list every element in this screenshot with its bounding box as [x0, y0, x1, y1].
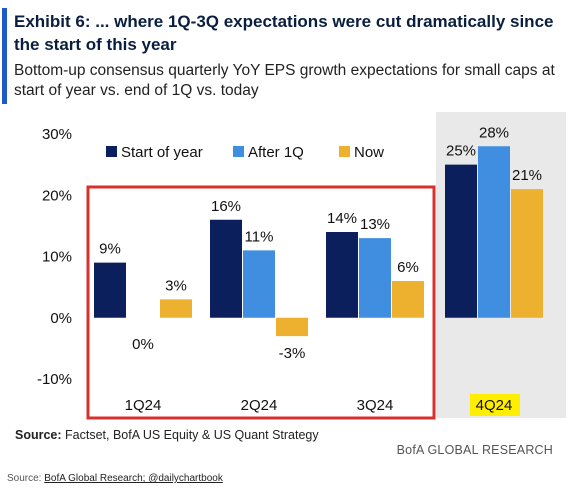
source-text: Factset, BofA US Equity & US Quant Strat…	[65, 428, 319, 442]
bar	[326, 232, 358, 318]
bar	[210, 219, 242, 318]
legend-label: Now	[354, 144, 384, 161]
data-label: 3%	[165, 277, 187, 294]
credit-link[interactable]: BofA Global Research; @dailychartbook	[44, 473, 223, 484]
data-label: 25%	[446, 143, 476, 160]
category-label: 1Q24	[125, 397, 162, 414]
bar	[276, 317, 308, 337]
title-accent-bar	[2, 8, 7, 104]
bar	[359, 238, 391, 318]
exhibit-panel: Exhibit 6: ... where 1Q-3Q expectations …	[2, 8, 566, 457]
source-note: Source: Factset, BofA US Equity & US Qua…	[15, 428, 319, 442]
bar-chart: 30% 20% 10% 0% -10% 9% 16% 14% 25% 0% 11% 13% 28% 3% -…	[37, 112, 566, 420]
y-tick-label: 20%	[42, 187, 72, 204]
data-label: 9%	[99, 241, 121, 258]
image-credit: Source: BofA Global Research; @dailychar…	[7, 473, 223, 484]
category-label: 4Q24	[476, 397, 513, 414]
data-label: 11%	[245, 228, 274, 245]
legend-label: After 1Q	[248, 144, 304, 161]
bar	[243, 250, 275, 318]
legend-swatch	[339, 146, 350, 157]
bar	[392, 281, 424, 318]
y-tick-label: -10%	[37, 371, 72, 388]
data-label: 16%	[211, 198, 241, 215]
y-tick-label: 0%	[50, 310, 72, 327]
brand-label: BofA GLOBAL RESEARCH	[396, 443, 553, 457]
chart-title: Exhibit 6: ... where 1Q-3Q expectations …	[14, 12, 554, 54]
legend-swatch	[106, 146, 117, 157]
credit-prefix: Source:	[7, 473, 45, 484]
category-label: 3Q24	[357, 397, 394, 414]
legend-swatch	[233, 146, 244, 157]
y-tick-label: 30%	[42, 126, 72, 143]
chart-subtitle: Bottom-up consensus quarterly YoY EPS gr…	[14, 62, 555, 99]
category-label: 2Q24	[241, 397, 278, 414]
y-tick-label: 10%	[42, 249, 72, 266]
source-label: Source:	[15, 428, 62, 442]
data-label: 6%	[397, 259, 419, 276]
bar	[445, 164, 477, 318]
data-label: 21%	[512, 167, 542, 184]
data-label: 14%	[327, 210, 357, 227]
highlight-box	[86, 185, 436, 420]
data-label: 0%	[132, 336, 154, 353]
legend-label: Start of year	[121, 144, 203, 161]
bar	[511, 189, 543, 318]
category-label-highlight	[470, 394, 520, 416]
data-label: 13%	[360, 216, 390, 233]
data-label: 28%	[479, 124, 509, 141]
data-label: -3%	[279, 345, 306, 362]
bar	[160, 299, 192, 318]
bar	[94, 262, 126, 318]
bar	[478, 146, 510, 318]
